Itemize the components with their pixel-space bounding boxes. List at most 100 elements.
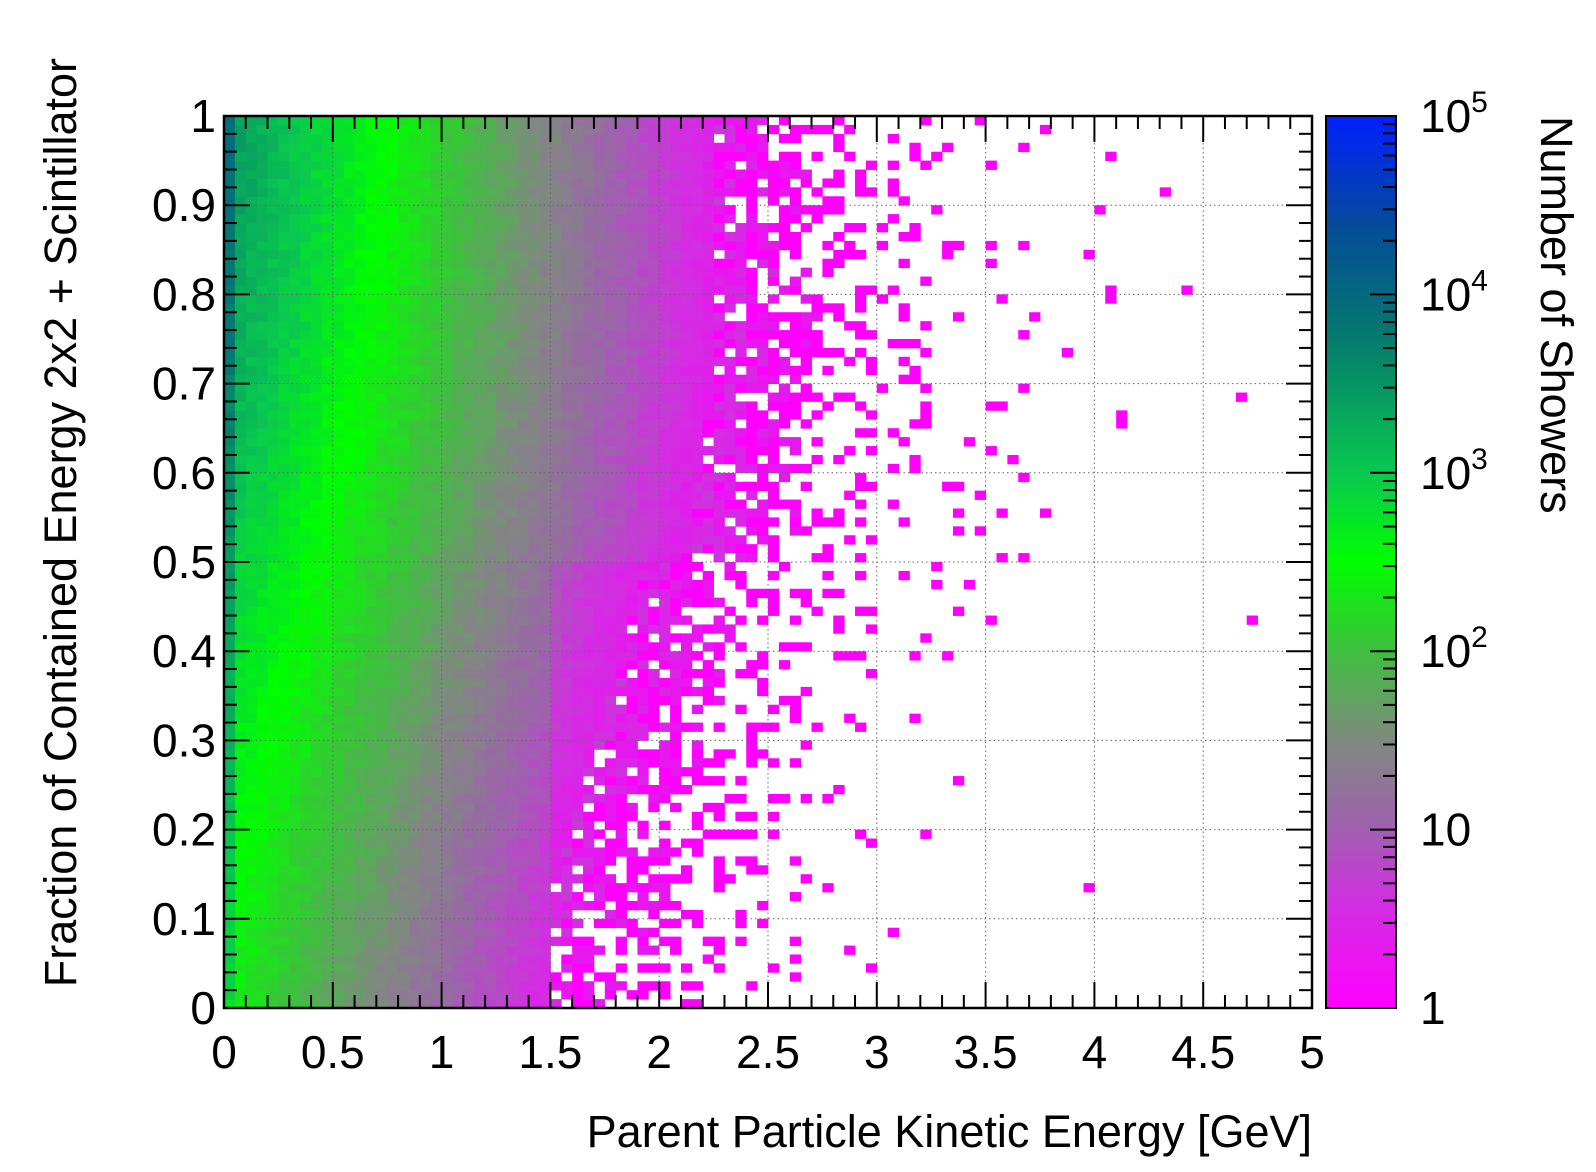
heatmap-cell <box>615 446 627 456</box>
heatmap-cell <box>354 990 366 1000</box>
heatmap-cell <box>517 240 530 251</box>
heatmap-cell <box>376 160 388 170</box>
heatmap-cell <box>626 490 638 500</box>
heatmap-cell <box>398 205 410 215</box>
heatmap-cell <box>343 214 355 224</box>
heatmap-cell <box>365 588 377 599</box>
heatmap-cell <box>387 116 399 126</box>
heatmap-cell <box>604 704 617 715</box>
heatmap-cell <box>224 802 236 813</box>
heatmap-cell <box>321 454 334 465</box>
heatmap-cell <box>637 651 649 661</box>
heatmap-cell <box>496 704 508 715</box>
heatmap-cell <box>517 892 530 902</box>
heatmap-cell <box>408 330 421 340</box>
heatmap-cell <box>474 785 486 795</box>
heatmap-cell <box>659 214 671 224</box>
heatmap-cell <box>517 446 530 456</box>
heatmap-cell <box>604 205 617 215</box>
heatmap-cell <box>463 321 475 331</box>
heatmap-cell <box>485 597 497 607</box>
heatmap-cell <box>452 883 464 893</box>
heatmap-cell <box>528 196 540 206</box>
heatmap-cell <box>583 954 595 964</box>
heatmap-cell <box>637 713 649 723</box>
heatmap-cell <box>278 704 290 715</box>
heatmap-cell <box>517 169 530 179</box>
heatmap-cell <box>637 365 649 376</box>
heatmap-cell <box>550 624 562 634</box>
heatmap-cell <box>604 847 617 857</box>
heatmap-cell <box>311 981 323 991</box>
heatmap-cell <box>463 999 475 1008</box>
heatmap-cell <box>702 954 714 964</box>
heatmap-cell <box>724 392 736 402</box>
heatmap-cell <box>256 116 268 126</box>
heatmap-cell <box>474 999 486 1008</box>
heatmap-cell <box>311 223 323 233</box>
heatmap-cell <box>528 347 540 358</box>
heatmap-cell <box>757 428 769 438</box>
heatmap-cell <box>496 990 508 1000</box>
heatmap-cell <box>354 294 366 304</box>
heatmap-cell <box>224 187 236 197</box>
heatmap-cell <box>670 294 682 304</box>
heatmap-cell <box>256 865 268 875</box>
heatmap-cell <box>604 463 617 474</box>
heatmap-cell <box>300 793 312 804</box>
heatmap-cell <box>224 909 236 920</box>
heatmap-cell <box>746 544 758 554</box>
heatmap-cell <box>430 419 442 429</box>
heatmap-cell <box>300 151 312 161</box>
heatmap-cell <box>637 330 649 340</box>
heatmap-cell <box>474 428 486 438</box>
heatmap-cell <box>528 356 540 367</box>
heatmap-cell <box>398 339 410 349</box>
heatmap-cell <box>800 124 812 135</box>
heatmap-cell <box>506 223 519 233</box>
heatmap-cell <box>680 240 693 251</box>
heatmap-cell <box>550 312 562 322</box>
heatmap-cell <box>604 303 617 313</box>
heatmap-cell <box>713 490 725 500</box>
heatmap-cell <box>496 999 508 1008</box>
heatmap-cell <box>713 883 725 893</box>
heatmap-cell <box>648 446 660 456</box>
heatmap-cell <box>300 695 312 706</box>
heatmap-cell <box>550 446 562 456</box>
heatmap-cell <box>659 874 671 884</box>
heatmap-cell <box>321 642 334 652</box>
heatmap-cell <box>626 258 638 269</box>
heatmap-cell <box>550 294 562 304</box>
heatmap-cell <box>267 383 279 393</box>
heatmap-cell <box>528 294 540 304</box>
heatmap-cell <box>670 276 682 286</box>
heatmap-cell <box>354 624 366 634</box>
heatmap-cell <box>234 588 247 599</box>
heatmap-cell <box>311 802 323 813</box>
heatmap-cell <box>680 570 693 581</box>
heatmap-cell <box>691 776 704 786</box>
heatmap-cell <box>408 419 421 429</box>
heatmap-cell <box>267 223 279 233</box>
heatmap-cell <box>343 544 355 554</box>
heatmap-cell <box>332 588 345 599</box>
heatmap-cell <box>430 205 442 215</box>
heatmap-cell <box>680 205 693 215</box>
heatmap-cell <box>517 704 530 715</box>
heatmap-cell <box>506 446 519 456</box>
heatmap-cell <box>278 517 290 527</box>
heatmap-cell <box>680 187 693 197</box>
heatmap-cell <box>321 223 334 233</box>
heatmap-cell <box>670 660 682 670</box>
heatmap-cell <box>778 401 791 411</box>
heatmap-cell <box>724 624 736 634</box>
heatmap-cell <box>474 865 486 875</box>
heatmap-cell <box>234 740 247 750</box>
heatmap-cell <box>321 802 334 813</box>
heatmap-cell <box>604 258 617 269</box>
heatmap-cell <box>768 588 780 599</box>
heatmap-cell <box>376 517 388 527</box>
heatmap-cell <box>496 240 508 251</box>
heatmap-cell <box>735 508 747 518</box>
